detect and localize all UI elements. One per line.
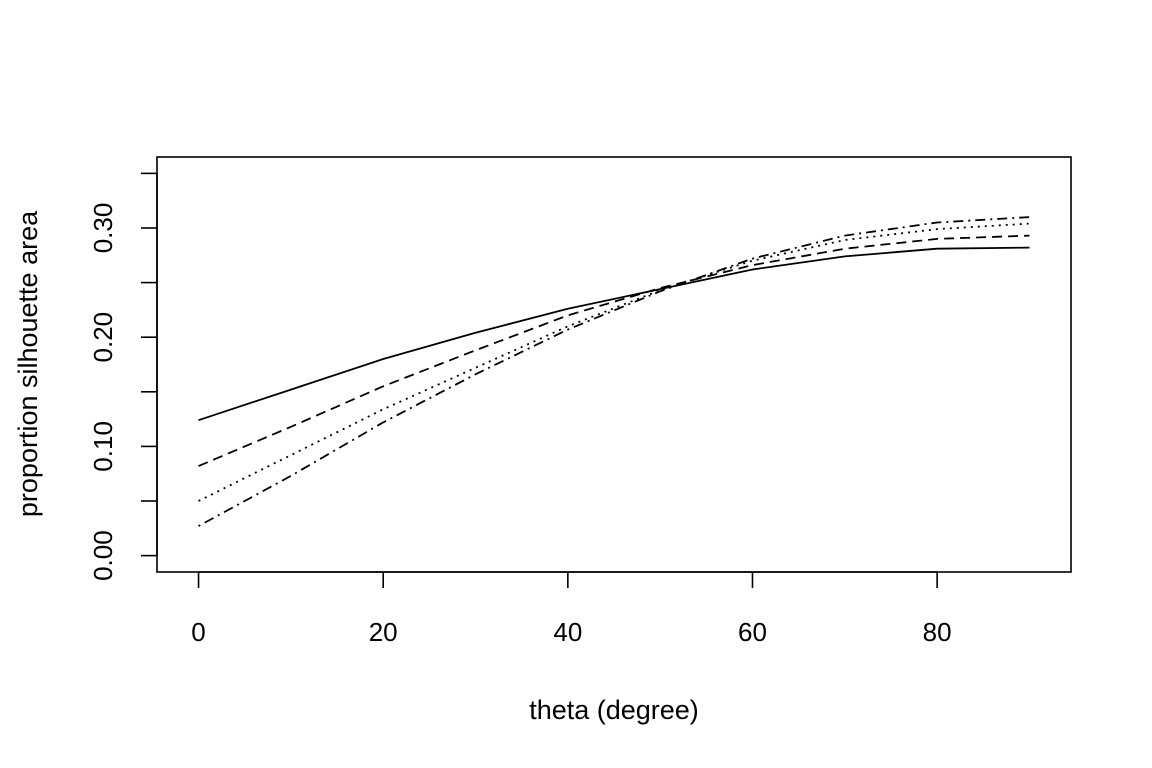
y-tick-label: 0.20 [88,312,118,363]
series-layer [198,216,1030,527]
y-axis-title: proportion silhouette area [13,210,43,517]
series-line-dotted [198,222,1030,502]
series-line-dashed [198,234,1030,467]
x-tick-label: 80 [923,617,952,647]
series-line-solid [198,246,1030,422]
x-tick-label: 20 [369,617,398,647]
x-tick-label: 40 [553,617,582,647]
y-tick-label: 0.10 [88,421,118,472]
x-tick-label: 60 [738,617,767,647]
y-axis: 0.00 0.10 0.20 0.30 [88,172,158,581]
x-tick-label: 0 [191,617,205,647]
x-axis: 0 20 40 60 80 [191,571,952,647]
x-axis-title: theta (degree) [529,695,699,725]
y-tick-label: 0.00 [88,530,118,581]
y-tick-label: 0.30 [88,203,118,254]
plot-frame [156,156,1072,573]
series-line-dotdash [198,216,1030,527]
